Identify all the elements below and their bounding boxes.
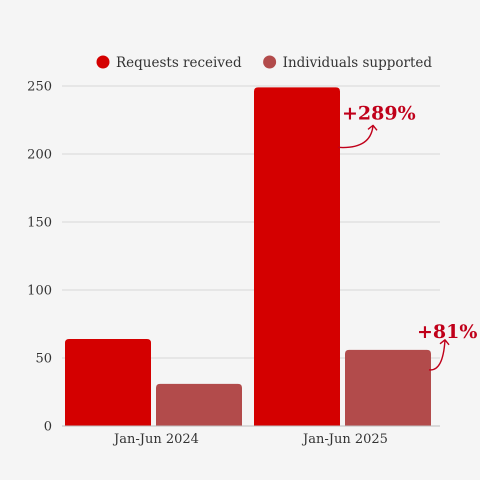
legend-label: Individuals supported bbox=[283, 55, 433, 71]
y-tick-label: 250 bbox=[27, 80, 52, 95]
annotation-label: +289% bbox=[342, 102, 416, 124]
legend: Requests received Individuals supported bbox=[96, 55, 433, 71]
grid-layer bbox=[62, 85, 440, 359]
y-tick-label: 100 bbox=[27, 284, 52, 299]
bar bbox=[65, 338, 151, 426]
y-tick-label: 150 bbox=[27, 216, 52, 231]
annotation-arrow bbox=[428, 339, 446, 371]
legend-swatch bbox=[263, 55, 277, 69]
bars-layer bbox=[65, 87, 431, 427]
annotations: +289% +81% bbox=[337, 102, 477, 371]
annotation-arrowhead bbox=[439, 339, 450, 346]
x-tick-label: Jan-Jun 2024 bbox=[112, 432, 199, 447]
legend-label: Requests received bbox=[116, 55, 242, 71]
annotation-arrowhead bbox=[367, 124, 378, 131]
x-tick-label: Jan-Jun 2025 bbox=[301, 432, 388, 447]
axis-layer: 0 50 100 150 200 250 Jan-Jun 2024 Jan-Jun 2025 bbox=[27, 80, 440, 447]
y-tick-label: 50 bbox=[35, 352, 52, 367]
bar bbox=[254, 87, 340, 427]
annotation-label: +81% bbox=[417, 321, 477, 343]
legend-swatch bbox=[96, 55, 110, 69]
bar bbox=[156, 383, 242, 426]
y-tick-label: 200 bbox=[27, 148, 52, 163]
y-tick-label: 0 bbox=[44, 420, 52, 435]
bar bbox=[345, 349, 431, 426]
annotation-arrow bbox=[337, 125, 374, 149]
